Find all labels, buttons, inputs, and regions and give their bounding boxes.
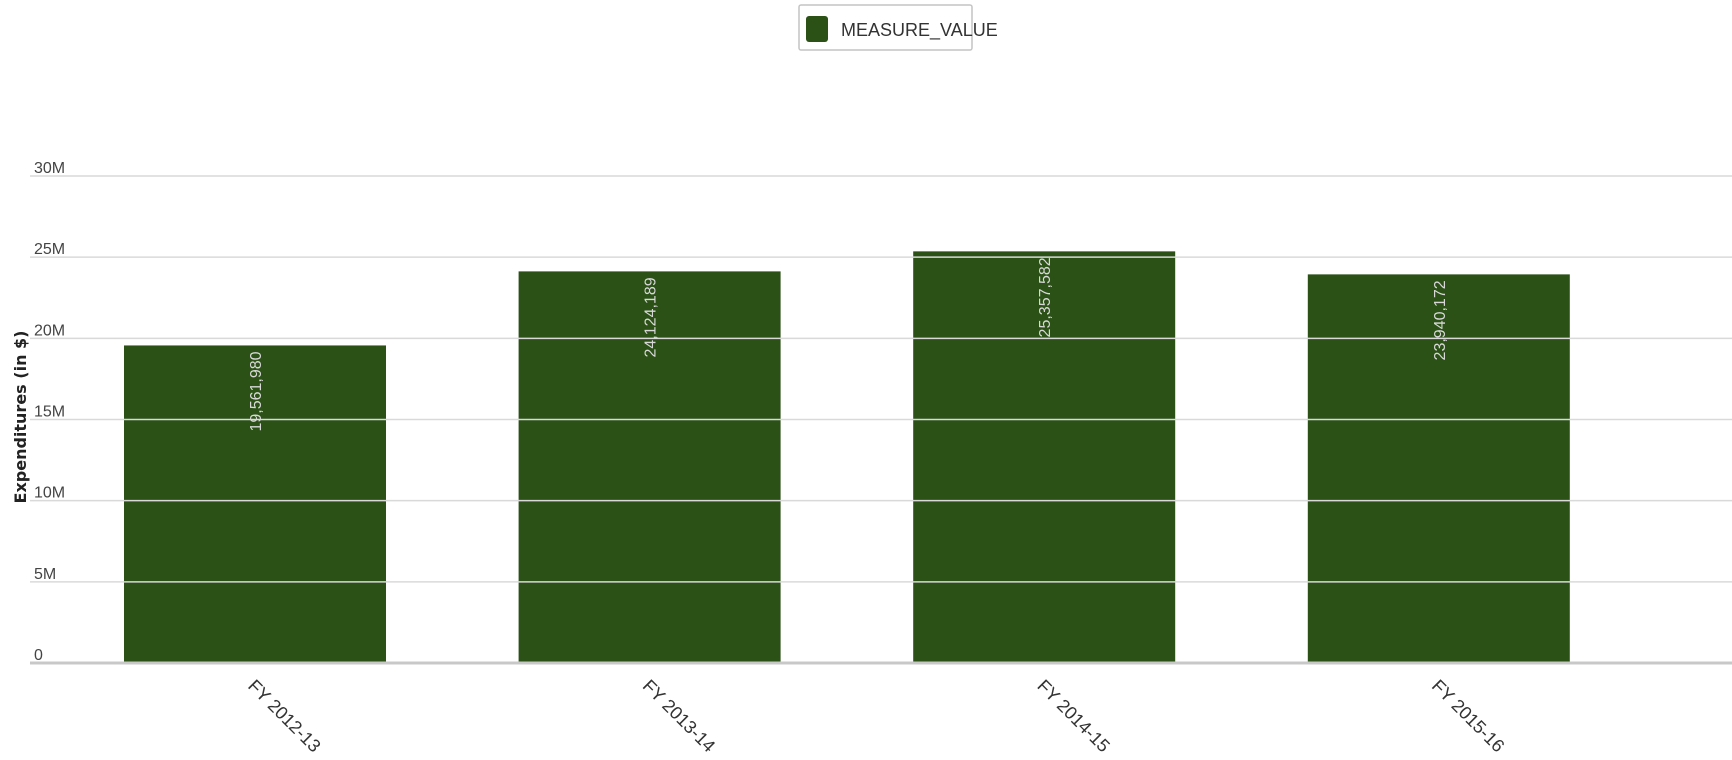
bar[interactable] [124, 345, 386, 663]
gridlines [30, 175, 1732, 583]
y-tick-label: 0 [34, 647, 43, 664]
y-tick-label: 30M [34, 160, 65, 177]
legend-label: MEASURE_VALUE [841, 20, 998, 41]
data-label: 25,357,582 [1037, 257, 1054, 337]
bar[interactable] [913, 251, 1176, 663]
data-label: 23,940,172 [1432, 280, 1449, 360]
y-tick-label: 15M [34, 404, 65, 421]
bars [124, 251, 1570, 663]
legend-swatch [806, 16, 828, 42]
y-tick-label: 20M [34, 322, 65, 339]
x-tick-label: FY 2012-13 [244, 676, 324, 756]
y-axis-ticks: 0 5M 10M 15M 20M 25M 30M [34, 160, 65, 664]
data-label: 24,124,189 [643, 277, 660, 357]
data-label: 19,561,980 [248, 351, 265, 431]
y-tick-label: 10M [34, 485, 65, 502]
x-tick-label: FY 2014-15 [1033, 676, 1113, 756]
bar[interactable] [518, 271, 781, 663]
legend-box [798, 4, 973, 51]
x-tick-label: FY 2013-14 [639, 676, 719, 756]
data-labels: 19,561,980 24,124,189 25,357,582 23,940,172 [248, 257, 1449, 431]
y-tick-label: 5M [34, 566, 56, 583]
y-tick-label: 25M [34, 241, 65, 258]
x-tick-label: FY 2015-16 [1428, 676, 1508, 756]
bar[interactable] [1307, 274, 1570, 663]
y-axis-label: Expenditures (in $) [11, 331, 30, 504]
x-axis-ticks: FY 2012-13 FY 2013-14 FY 2014-15 FY 2015-16 [244, 676, 1508, 756]
legend[interactable]: MEASURE_VALUE [798, 4, 998, 51]
